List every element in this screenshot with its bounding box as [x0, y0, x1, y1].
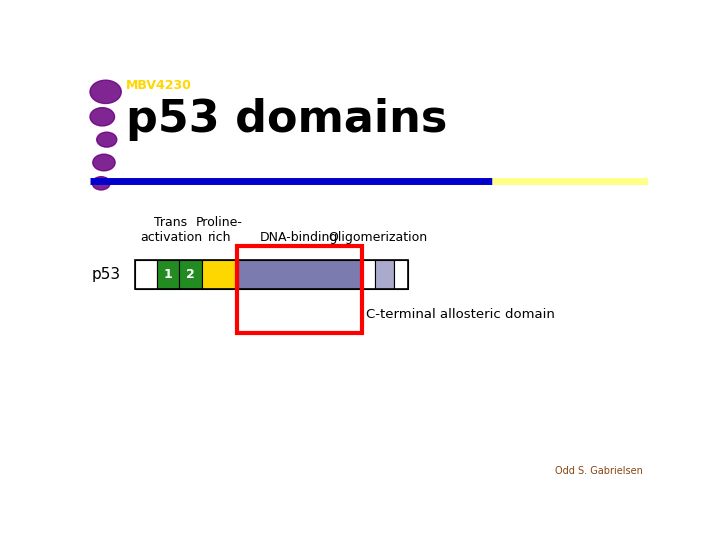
Bar — [202, 260, 238, 289]
Bar — [135, 260, 408, 289]
Bar — [157, 260, 179, 289]
Text: C-terminal allosteric domain: C-terminal allosteric domain — [366, 308, 555, 321]
Circle shape — [93, 154, 115, 171]
Bar — [394, 260, 408, 289]
Circle shape — [90, 107, 114, 126]
Bar — [135, 260, 157, 289]
Text: Oligomerization: Oligomerization — [328, 231, 427, 244]
Text: MBV4230: MBV4230 — [126, 79, 192, 92]
Text: p53 domains: p53 domains — [126, 98, 448, 141]
Text: 1: 1 — [163, 268, 173, 281]
Text: DNA-binding: DNA-binding — [260, 231, 338, 244]
Bar — [237, 246, 362, 333]
Bar — [179, 260, 202, 289]
Bar — [374, 260, 394, 289]
Text: Trans
activation: Trans activation — [140, 215, 202, 244]
Text: Proline-
rich: Proline- rich — [196, 215, 243, 244]
Text: 2: 2 — [186, 268, 195, 281]
Circle shape — [96, 132, 117, 147]
Text: Odd S. Gabrielsen: Odd S. Gabrielsen — [554, 467, 642, 476]
Text: p53: p53 — [91, 267, 121, 282]
Circle shape — [90, 80, 121, 104]
Circle shape — [92, 177, 110, 190]
Bar — [238, 260, 361, 289]
Bar — [361, 260, 374, 289]
